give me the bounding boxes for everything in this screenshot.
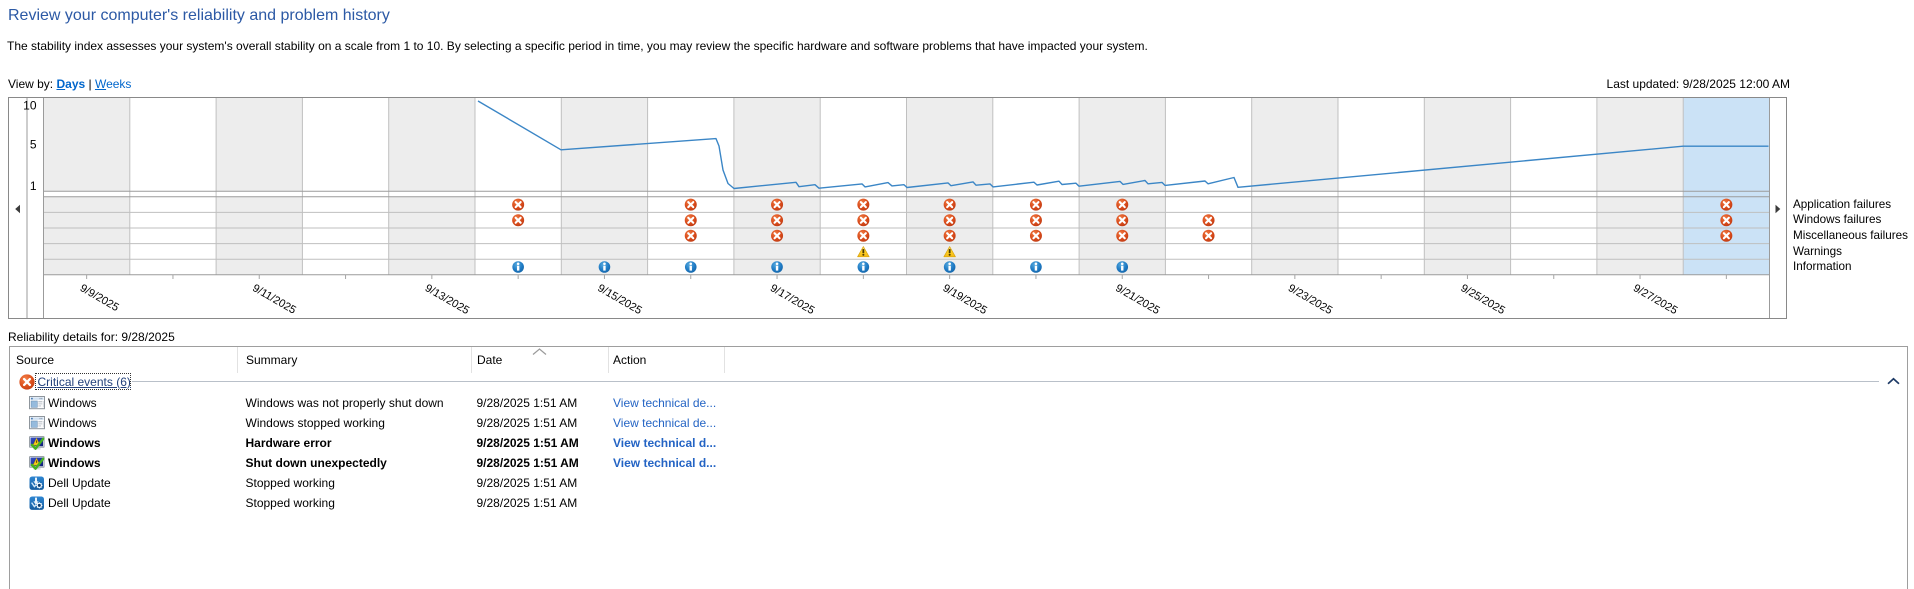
svg-text:5: 5 (30, 138, 37, 152)
svg-text:1: 1 (30, 179, 37, 193)
svg-text:10: 10 (23, 99, 37, 113)
